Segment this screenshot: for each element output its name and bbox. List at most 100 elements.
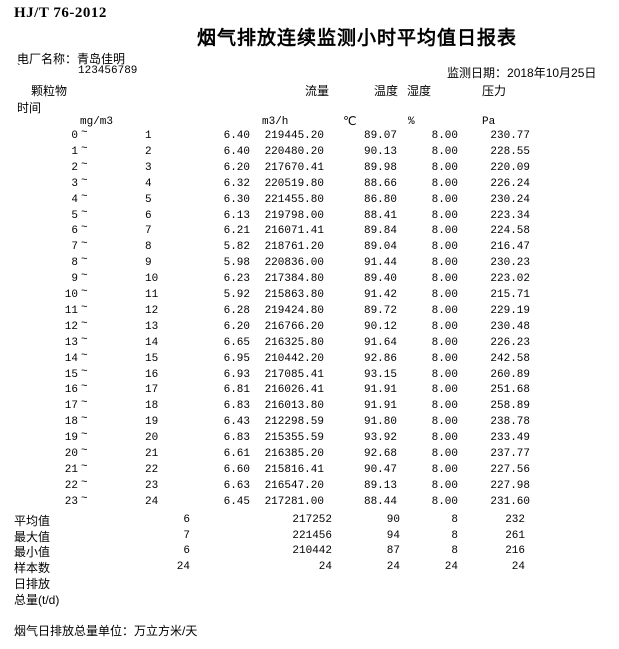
particulate-value: 5.82 xyxy=(223,241,250,254)
hour-end-value: 17 xyxy=(145,384,159,397)
flow-value: 215863.80 xyxy=(264,289,324,301)
flow-value: 215355.59 xyxy=(264,432,324,445)
hour-range-tilde: ~ xyxy=(81,206,88,219)
table-row: 13 ~ 14 6.65 216325.80 91.64 8.00 226.23 xyxy=(0,334,619,353)
pressure-value: 230.23 xyxy=(490,257,530,270)
pressure-value: 223.02 xyxy=(490,273,530,286)
pressure-value: 229.19 xyxy=(490,304,530,317)
temperature-value: 93.92 xyxy=(363,432,397,445)
particulate-value: 5.98 xyxy=(223,257,250,270)
table-row: 2 ~ 3 6.20 217670.41 89.98 8.00 220.09 xyxy=(0,158,619,178)
hour-end-value: 12 xyxy=(145,304,159,317)
hour-start-value: 1 xyxy=(71,145,78,158)
hour-end-value: 1 xyxy=(145,130,152,142)
summary-temperature-value: 24 xyxy=(386,561,400,574)
hour-range-tilde: ~ xyxy=(81,190,88,203)
hour-start-value: 8 xyxy=(71,257,78,270)
hour-start-value: 2 xyxy=(71,161,78,174)
pressure-value: 233.49 xyxy=(490,432,530,445)
humidity-value: 8.00 xyxy=(431,463,458,476)
particulate-value: 6.21 xyxy=(223,225,250,238)
hour-start-value: 4 xyxy=(71,193,78,206)
report-title: 烟气排放连续监测小时平均值日报表 xyxy=(197,28,518,49)
hour-start-value: 5 xyxy=(71,209,78,222)
hour-end-value: 21 xyxy=(145,448,159,460)
pressure-value: 226.23 xyxy=(490,336,530,349)
humidity-value: 8.00 xyxy=(431,432,458,445)
humidity-value: 8.00 xyxy=(431,177,458,190)
plant-name-value: 青岛佳明 xyxy=(77,52,126,66)
temperature-value: 89.84 xyxy=(363,225,397,238)
humidity-value: 8.00 xyxy=(431,495,458,508)
hour-start-value: 17 xyxy=(64,400,78,413)
particulate-value: 6.40 xyxy=(223,130,250,142)
temperature-value: 89.13 xyxy=(363,479,397,492)
table-row: 9 ~ 10 6.23 217384.80 89.40 8.00 223.02 xyxy=(0,270,619,289)
particulate-value: 6.95 xyxy=(223,352,250,365)
summary-particulate-value: 6 xyxy=(183,545,190,558)
flow-value: 220480.20 xyxy=(264,145,324,158)
hour-range-tilde: ~ xyxy=(81,158,88,171)
pressure-value: 223.34 xyxy=(490,209,530,222)
table-row: 16 ~ 17 6.81 216026.41 91.91 8.00 251.68 xyxy=(0,381,619,400)
hour-end-value: 2 xyxy=(145,145,152,158)
unit-particulate: mg/m3 xyxy=(80,116,114,128)
header-flow: 流量 xyxy=(305,84,330,98)
particulate-value: 6.30 xyxy=(223,193,250,206)
humidity-value: 8.00 xyxy=(431,479,458,492)
hour-end-value: 20 xyxy=(145,432,159,445)
pressure-value: 227.56 xyxy=(490,463,530,476)
temperature-value: 92.86 xyxy=(363,352,397,365)
hour-start-value: 20 xyxy=(64,448,78,460)
plant-code-tick: ` xyxy=(15,62,23,76)
humidity-value: 8.00 xyxy=(431,400,458,413)
hour-end-value: 11 xyxy=(145,289,159,301)
summary-temperature-value: 94 xyxy=(386,529,400,542)
humidity-value: 8.00 xyxy=(431,320,458,333)
hour-end-value: 14 xyxy=(145,336,159,349)
humidity-value: 8.00 xyxy=(431,209,458,222)
flow-value: 216547.20 xyxy=(264,479,324,492)
hour-end-value: 24 xyxy=(145,495,159,508)
summary-humidity-value: 8 xyxy=(451,529,458,542)
summary-humidity-value: 24 xyxy=(444,561,458,574)
hour-end-value: 22 xyxy=(145,463,159,476)
humidity-value: 8.00 xyxy=(431,241,458,254)
hour-end-value: 13 xyxy=(145,320,159,333)
table-row: 12 ~ 13 6.20 216766.20 90.12 8.00 230.48 xyxy=(0,318,619,337)
hour-range-tilde: ~ xyxy=(81,174,88,187)
flow-value: 219798.00 xyxy=(264,209,324,222)
pressure-value: 230.24 xyxy=(490,193,530,206)
temperature-value: 91.91 xyxy=(363,384,397,397)
summary-label: 最小值 xyxy=(14,545,51,560)
summary-flow-value: 221456 xyxy=(292,529,332,542)
hour-end-value: 18 xyxy=(145,400,159,413)
particulate-value: 6.93 xyxy=(223,368,250,381)
humidity-value: 8.00 xyxy=(431,304,458,317)
hour-start-value: 14 xyxy=(64,352,78,365)
humidity-value: 8.00 xyxy=(431,193,458,206)
hour-end-value: 8 xyxy=(145,241,152,254)
monitor-date-label: 监测日期： xyxy=(447,66,508,80)
hour-end-value: 5 xyxy=(145,193,152,206)
flow-value: 218761.20 xyxy=(264,241,324,254)
temperature-value: 89.72 xyxy=(363,304,397,317)
summary-flow-value: 210442 xyxy=(292,545,332,558)
temperature-value: 92.68 xyxy=(363,448,397,460)
summary-label: 平均值 xyxy=(14,513,51,528)
flow-value: 216013.80 xyxy=(264,400,324,413)
particulate-value: 6.61 xyxy=(223,448,250,460)
hour-end-value: 15 xyxy=(145,352,159,365)
table-row: 6 ~ 7 6.21 216071.41 89.84 8.00 224.58 xyxy=(0,222,619,241)
pressure-value: 260.89 xyxy=(490,368,530,381)
particulate-value: 6.20 xyxy=(223,320,250,333)
humidity-value: 8.00 xyxy=(431,416,458,429)
temperature-value: 90.13 xyxy=(363,145,397,158)
humidity-value: 8.00 xyxy=(431,448,458,460)
temperature-value: 91.91 xyxy=(363,400,397,413)
hour-end-value: 4 xyxy=(145,177,152,190)
humidity-value: 8.00 xyxy=(431,336,458,349)
summary-label: 最大值 xyxy=(14,529,51,544)
summary-row: 最大值 7 221456 94 8 261 xyxy=(0,528,619,544)
